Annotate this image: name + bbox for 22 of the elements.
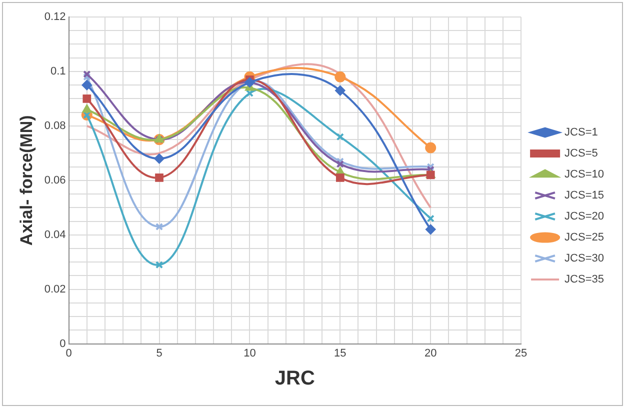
- x-tick-label: 25: [514, 347, 528, 360]
- y-tick-label: 0.08: [44, 120, 66, 132]
- legend-label: JCS=30: [564, 252, 604, 265]
- legend-label: JCS=10: [564, 168, 604, 181]
- y-tick-label: 0.02: [44, 283, 66, 296]
- x-tick-label: 20: [424, 347, 437, 360]
- x-axis-title: JRC: [274, 368, 315, 390]
- x-tick-label: 15: [334, 347, 346, 360]
- y-tick-label: 0.1: [50, 66, 66, 78]
- legend-label: JCS=35: [564, 274, 604, 286]
- legend-label: JCS=15: [564, 190, 604, 202]
- y-axis-title: Axial- force(MN): [16, 115, 36, 246]
- legend-label: JCS=1: [564, 126, 598, 139]
- y-tick-label: 0.04: [44, 228, 66, 241]
- legend-label: JCS=5: [564, 148, 598, 160]
- y-tick-label: 0.12: [44, 11, 66, 24]
- x-tick-label: 5: [156, 347, 162, 360]
- y-tick-label: 0.06: [44, 174, 66, 186]
- legend-label: JCS=25: [564, 232, 604, 244]
- y-tick-label: 0: [60, 338, 66, 350]
- x-tick-label: 10: [244, 347, 256, 360]
- legend-label: JCS=20: [564, 210, 604, 223]
